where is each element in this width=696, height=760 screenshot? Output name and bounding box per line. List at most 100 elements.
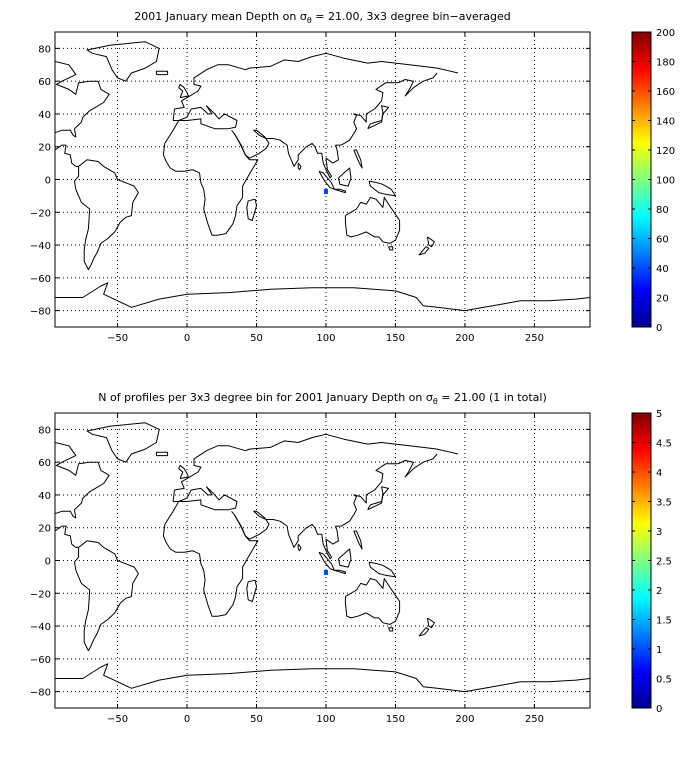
coastline (55, 61, 110, 167)
data-bin (323, 188, 328, 194)
y-tick-label: 40 (38, 491, 51, 502)
colorbar-tick-label: 80 (656, 205, 669, 216)
coastline (353, 530, 363, 550)
coastline (172, 433, 459, 502)
colorbar-tick-label: 20 (656, 294, 669, 305)
colorbar-tick-label: 200 (656, 28, 675, 39)
coastline (172, 52, 459, 121)
x-tick-label: 50 (250, 714, 263, 725)
y-tick-label: 40 (38, 110, 51, 121)
coastline (334, 188, 346, 194)
y-tick-label: −80 (30, 688, 51, 699)
coastline (418, 246, 430, 256)
colorbar-tick-label: 60 (656, 235, 669, 246)
coastline (86, 422, 160, 463)
coastline (246, 198, 257, 221)
colorbar-tick-label: 160 (656, 87, 675, 98)
coastline (173, 486, 238, 511)
x-tick-label: 50 (250, 333, 263, 344)
y-tick-label: −40 (30, 241, 51, 252)
coastline (353, 149, 363, 169)
panel-1: 2001 January mean Depth on σθ = 21.00, 3… (30, 10, 675, 344)
coastline (338, 167, 352, 187)
x-tick-label: 0 (184, 333, 190, 344)
x-tick-label: −50 (107, 333, 128, 344)
map-area (55, 413, 590, 708)
coastline (318, 551, 335, 571)
coastline (297, 162, 302, 171)
colorbar-tick-label: 0 (656, 704, 662, 715)
coastline (367, 105, 389, 130)
coastline (162, 120, 259, 236)
x-tick-label: 200 (455, 333, 474, 344)
y-tick-label: −60 (30, 274, 51, 285)
colorbar-tick-label: 4.5 (656, 439, 672, 450)
x-tick-label: −50 (107, 714, 128, 725)
y-tick-label: −20 (30, 208, 51, 219)
x-tick-label: 100 (316, 333, 335, 344)
coastline (233, 72, 438, 179)
coastline (388, 246, 394, 251)
colorbar-tick-label: 100 (656, 176, 675, 187)
y-tick-label: 20 (38, 524, 51, 535)
coastline (338, 548, 352, 568)
coastline (74, 540, 139, 652)
coastline (426, 617, 435, 629)
x-tick-label: 150 (386, 333, 405, 344)
coastline (388, 627, 394, 632)
x-tick-label: 0 (184, 714, 190, 725)
coastline (418, 627, 430, 637)
data-bin (323, 569, 328, 575)
coastline (344, 578, 401, 625)
colorbar-tick-label: 0 (656, 323, 662, 334)
coastline (344, 197, 401, 244)
colorbar-tick-label: 120 (656, 146, 675, 157)
coastline (162, 501, 259, 617)
coastline (155, 70, 169, 76)
coastline (178, 464, 189, 480)
y-tick-label: 20 (38, 143, 51, 154)
x-tick-label: 250 (525, 714, 544, 725)
colorbar-tick-label: 1.5 (656, 616, 672, 627)
coastline (246, 579, 257, 602)
colorbar-tick-label: 1 (656, 645, 662, 656)
y-tick-label: 60 (38, 77, 51, 88)
chart-title: N of profiles per 3x3 degree bin for 200… (98, 391, 546, 406)
coastline (86, 41, 160, 82)
colorbar-tick-label: 2.5 (656, 557, 672, 568)
colorbar-tick-label: 2 (656, 586, 662, 597)
coastline (55, 442, 110, 548)
y-tick-label: 60 (38, 458, 51, 469)
colorbar-tick-label: 0.5 (656, 675, 672, 686)
y-tick-label: −60 (30, 655, 51, 666)
colorbar-tick-label: 3.5 (656, 498, 672, 509)
colorbar-tick-label: 3 (656, 527, 662, 538)
coastline (233, 453, 438, 560)
x-tick-label: 150 (386, 714, 405, 725)
y-tick-label: 0 (45, 557, 51, 568)
y-tick-label: −40 (30, 622, 51, 633)
coastline (367, 486, 389, 511)
coastline (368, 561, 396, 578)
chart-title: 2001 January mean Depth on σθ = 21.00, 3… (134, 10, 510, 25)
coastline (318, 170, 335, 190)
coastline (74, 159, 139, 271)
y-tick-label: 0 (45, 176, 51, 187)
colorbar-tick-label: 180 (656, 58, 675, 69)
coastline (178, 83, 189, 99)
y-tick-label: 80 (38, 44, 51, 55)
y-tick-label: 80 (38, 425, 51, 436)
coastline (173, 105, 238, 130)
x-tick-label: 100 (316, 714, 335, 725)
coastline (297, 543, 302, 552)
colorbar-tick-label: 5 (656, 409, 662, 420)
panel-2: N of profiles per 3x3 degree bin for 200… (30, 391, 672, 725)
coastline (155, 451, 169, 457)
coastline (55, 663, 590, 693)
colorbar-tick-label: 4 (656, 468, 662, 479)
x-tick-label: 250 (525, 333, 544, 344)
colorbar-tick-label: 140 (656, 117, 675, 128)
coastline (426, 236, 435, 248)
coastline (334, 569, 346, 575)
